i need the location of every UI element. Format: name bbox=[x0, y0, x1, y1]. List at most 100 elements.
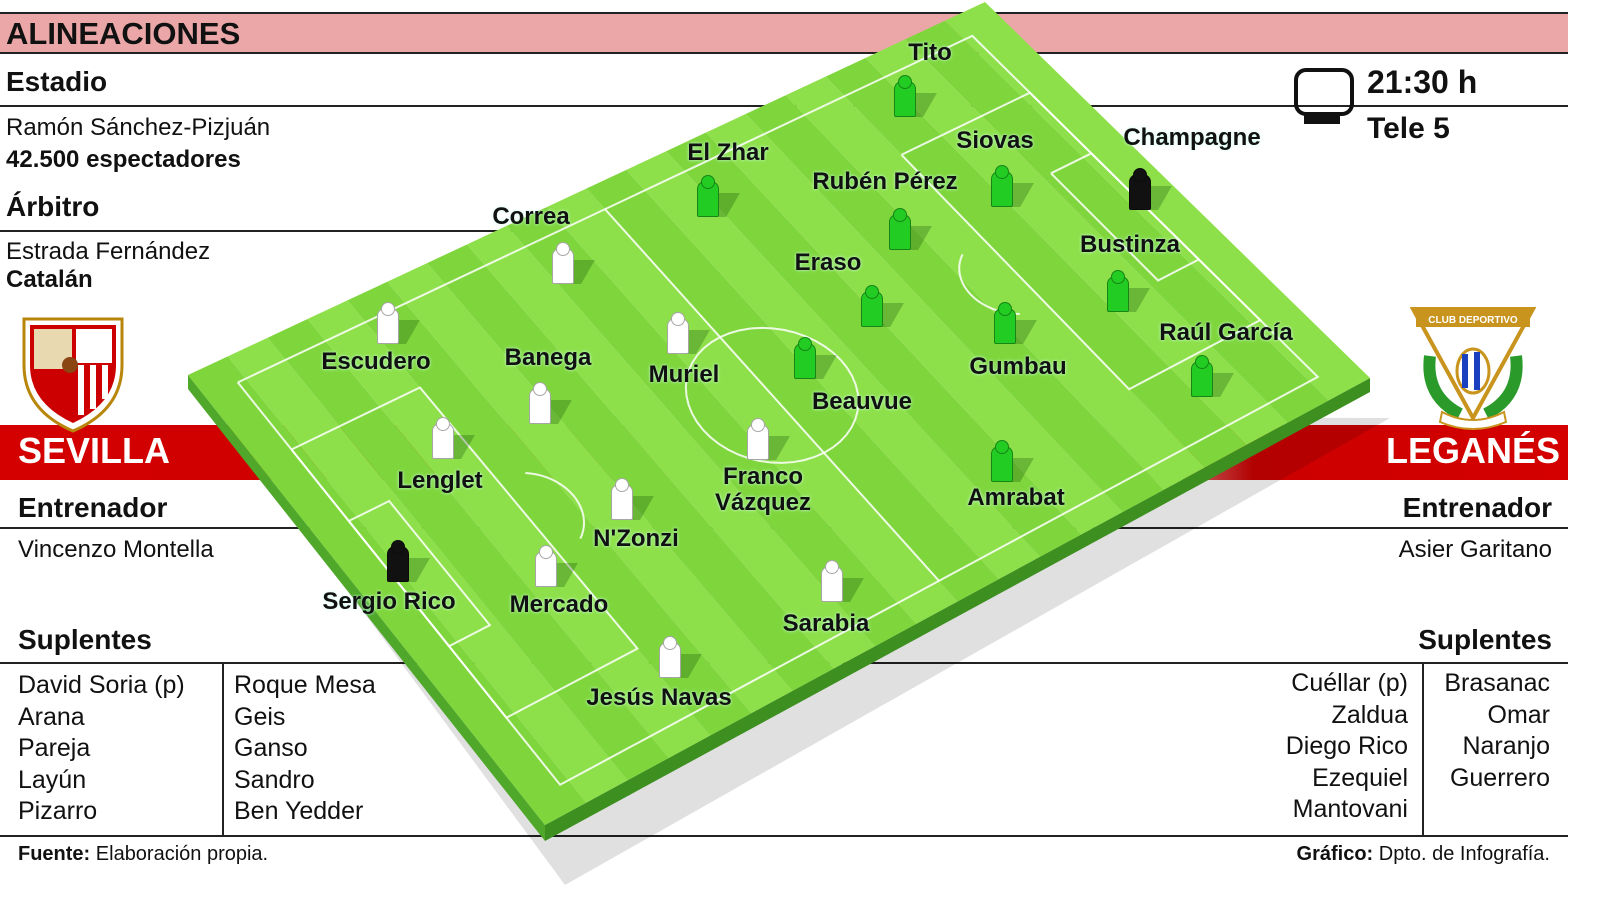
sub-player: David Soria (p) bbox=[18, 671, 185, 699]
away-player-name: Tito bbox=[908, 39, 952, 66]
away-subs-label: Suplentes bbox=[1418, 624, 1552, 655]
away-team-name: LEGANÉS bbox=[1385, 430, 1560, 471]
pitch-stripe bbox=[666, 132, 1082, 557]
pitch-line bbox=[604, 208, 940, 582]
pitch-stripe bbox=[188, 356, 587, 825]
pitch-stripe bbox=[506, 207, 917, 647]
sub-player: Ganso bbox=[234, 734, 308, 762]
referee-name: Estrada Fernández bbox=[6, 238, 211, 265]
goalkeeper-figure-icon bbox=[387, 540, 430, 582]
sub-player: Pizarro bbox=[18, 797, 98, 825]
player-figure-icon bbox=[377, 302, 420, 344]
pitch-stripe bbox=[267, 319, 669, 781]
pitch-stripe bbox=[307, 300, 710, 758]
player-figure-icon bbox=[1191, 355, 1234, 397]
sub-player: Pareja bbox=[18, 734, 91, 762]
home-player-name: Muriel bbox=[648, 361, 720, 388]
player-figure-icon bbox=[994, 302, 1037, 344]
player-figure-icon bbox=[432, 417, 475, 459]
tv-icon bbox=[1294, 68, 1354, 126]
leganes-crest: CLUB DEPORTIVO bbox=[1410, 307, 1536, 430]
tv-channel: Tele 5 bbox=[1367, 112, 1450, 145]
kickoff-time: 21:30 h bbox=[1367, 64, 1478, 100]
pitch-stripe bbox=[745, 95, 1164, 513]
divider bbox=[1422, 662, 1424, 835]
attendance: 42.500 espectadores bbox=[6, 146, 241, 173]
sub-player: Sandro bbox=[234, 765, 315, 794]
home-subs-col2: Roque Mesa Geis Ganso Sandro Ben Yedder bbox=[234, 670, 376, 828]
divider bbox=[0, 230, 520, 232]
away-player-name: El Zhar bbox=[687, 139, 769, 166]
player-figure-icon bbox=[991, 165, 1034, 207]
away-coach: Asier Garitano bbox=[1398, 536, 1552, 563]
pitch-side bbox=[188, 375, 545, 841]
away-player-name: Rubén Pérez bbox=[812, 168, 958, 195]
pitch-stripe bbox=[427, 244, 834, 691]
away-player-name: Beauvue bbox=[811, 388, 913, 415]
sub-player: Ben Yedder bbox=[234, 797, 364, 825]
home-player-name: N'Zonzi bbox=[593, 525, 679, 552]
goalkeeper-figure-icon bbox=[1129, 168, 1172, 210]
sub-player: Roque Mesa bbox=[234, 671, 376, 699]
pitch-stripe bbox=[546, 188, 958, 624]
sub-player: Guerrero bbox=[1449, 763, 1550, 792]
sevilla-crest bbox=[22, 317, 124, 433]
away-player-name: Amrabat bbox=[967, 484, 1065, 511]
sub-player: Ezequiel bbox=[1312, 763, 1408, 792]
pitch-line bbox=[1050, 152, 1201, 282]
source-credit: Fuente: Elaboración propia. bbox=[18, 843, 268, 866]
pitch-side bbox=[545, 378, 1370, 841]
referee-label: Árbitro bbox=[6, 191, 100, 222]
home-player-name: Sarabia bbox=[782, 610, 870, 637]
player-figure-icon bbox=[747, 418, 790, 460]
pitch-line bbox=[348, 499, 492, 648]
pitch-stripe bbox=[905, 20, 1329, 423]
player-figure-icon bbox=[529, 382, 572, 424]
player-figure-icon bbox=[894, 75, 937, 117]
away-player-name: Eraso bbox=[794, 249, 862, 276]
source-text: Elaboración propia. bbox=[95, 843, 269, 865]
home-player-name: Mercado bbox=[509, 591, 609, 618]
player-figure-icon bbox=[991, 440, 1034, 482]
home-team-name: SEVILLA bbox=[18, 430, 171, 471]
sub-player: Mantovani bbox=[1292, 795, 1408, 823]
away-player-name: Bustinza bbox=[1079, 231, 1181, 258]
sub-player: Geis bbox=[234, 702, 286, 731]
player-figure-icon bbox=[659, 636, 702, 678]
graphic-label: Gráfico: bbox=[1296, 843, 1374, 865]
sub-player: Zaldua bbox=[1331, 700, 1408, 729]
player-figure-icon bbox=[794, 337, 837, 379]
away-coach-label: Entrenador bbox=[1402, 492, 1552, 523]
player-figure-icon bbox=[861, 285, 904, 327]
pitch-stripe bbox=[825, 57, 1247, 468]
sub-player: Naranjo bbox=[1462, 732, 1550, 760]
divider bbox=[222, 662, 224, 835]
player-figure-icon bbox=[889, 208, 932, 250]
pitch-stripe bbox=[785, 76, 1205, 490]
graphic-text: Dpto. de Infografía. bbox=[1378, 843, 1550, 865]
player-figure-icon bbox=[821, 560, 864, 602]
pitch-stripe bbox=[586, 169, 999, 602]
player-figure-icon bbox=[535, 545, 578, 587]
sub-player: Cuéllar (p) bbox=[1291, 669, 1408, 697]
graphic-credit: Gráfico: Dpto. de Infografía. bbox=[1297, 843, 1550, 866]
pitch-line bbox=[684, 326, 860, 464]
pitch-stripe bbox=[387, 263, 793, 714]
home-coach-label: Entrenador bbox=[18, 492, 168, 523]
pitch-line bbox=[900, 91, 1262, 391]
pitch-stripe bbox=[227, 337, 628, 803]
pitch-stripe bbox=[945, 2, 1370, 401]
home-subs-col1: David Soria (p) Arana Pareja Layún Pizarro bbox=[18, 670, 185, 828]
home-subs-label: Suplentes bbox=[18, 624, 152, 655]
home-player-name: Sergio Rico bbox=[322, 588, 456, 615]
title-bar: ALINEACIONES bbox=[0, 12, 1568, 54]
away-player-name: Siovas bbox=[956, 127, 1034, 154]
away-subs-col2: Brasanac Omar Naranjo Guerrero bbox=[1444, 668, 1550, 794]
sub-player: Diego Rico bbox=[1285, 732, 1408, 760]
home-player-name: Correa bbox=[492, 203, 570, 230]
pitch-stripe bbox=[706, 113, 1123, 535]
player-figure-icon bbox=[611, 478, 654, 520]
pitch-stripe bbox=[466, 225, 875, 669]
sub-player: Omar bbox=[1487, 700, 1551, 729]
away-player-name: Raúl García bbox=[1159, 319, 1293, 346]
